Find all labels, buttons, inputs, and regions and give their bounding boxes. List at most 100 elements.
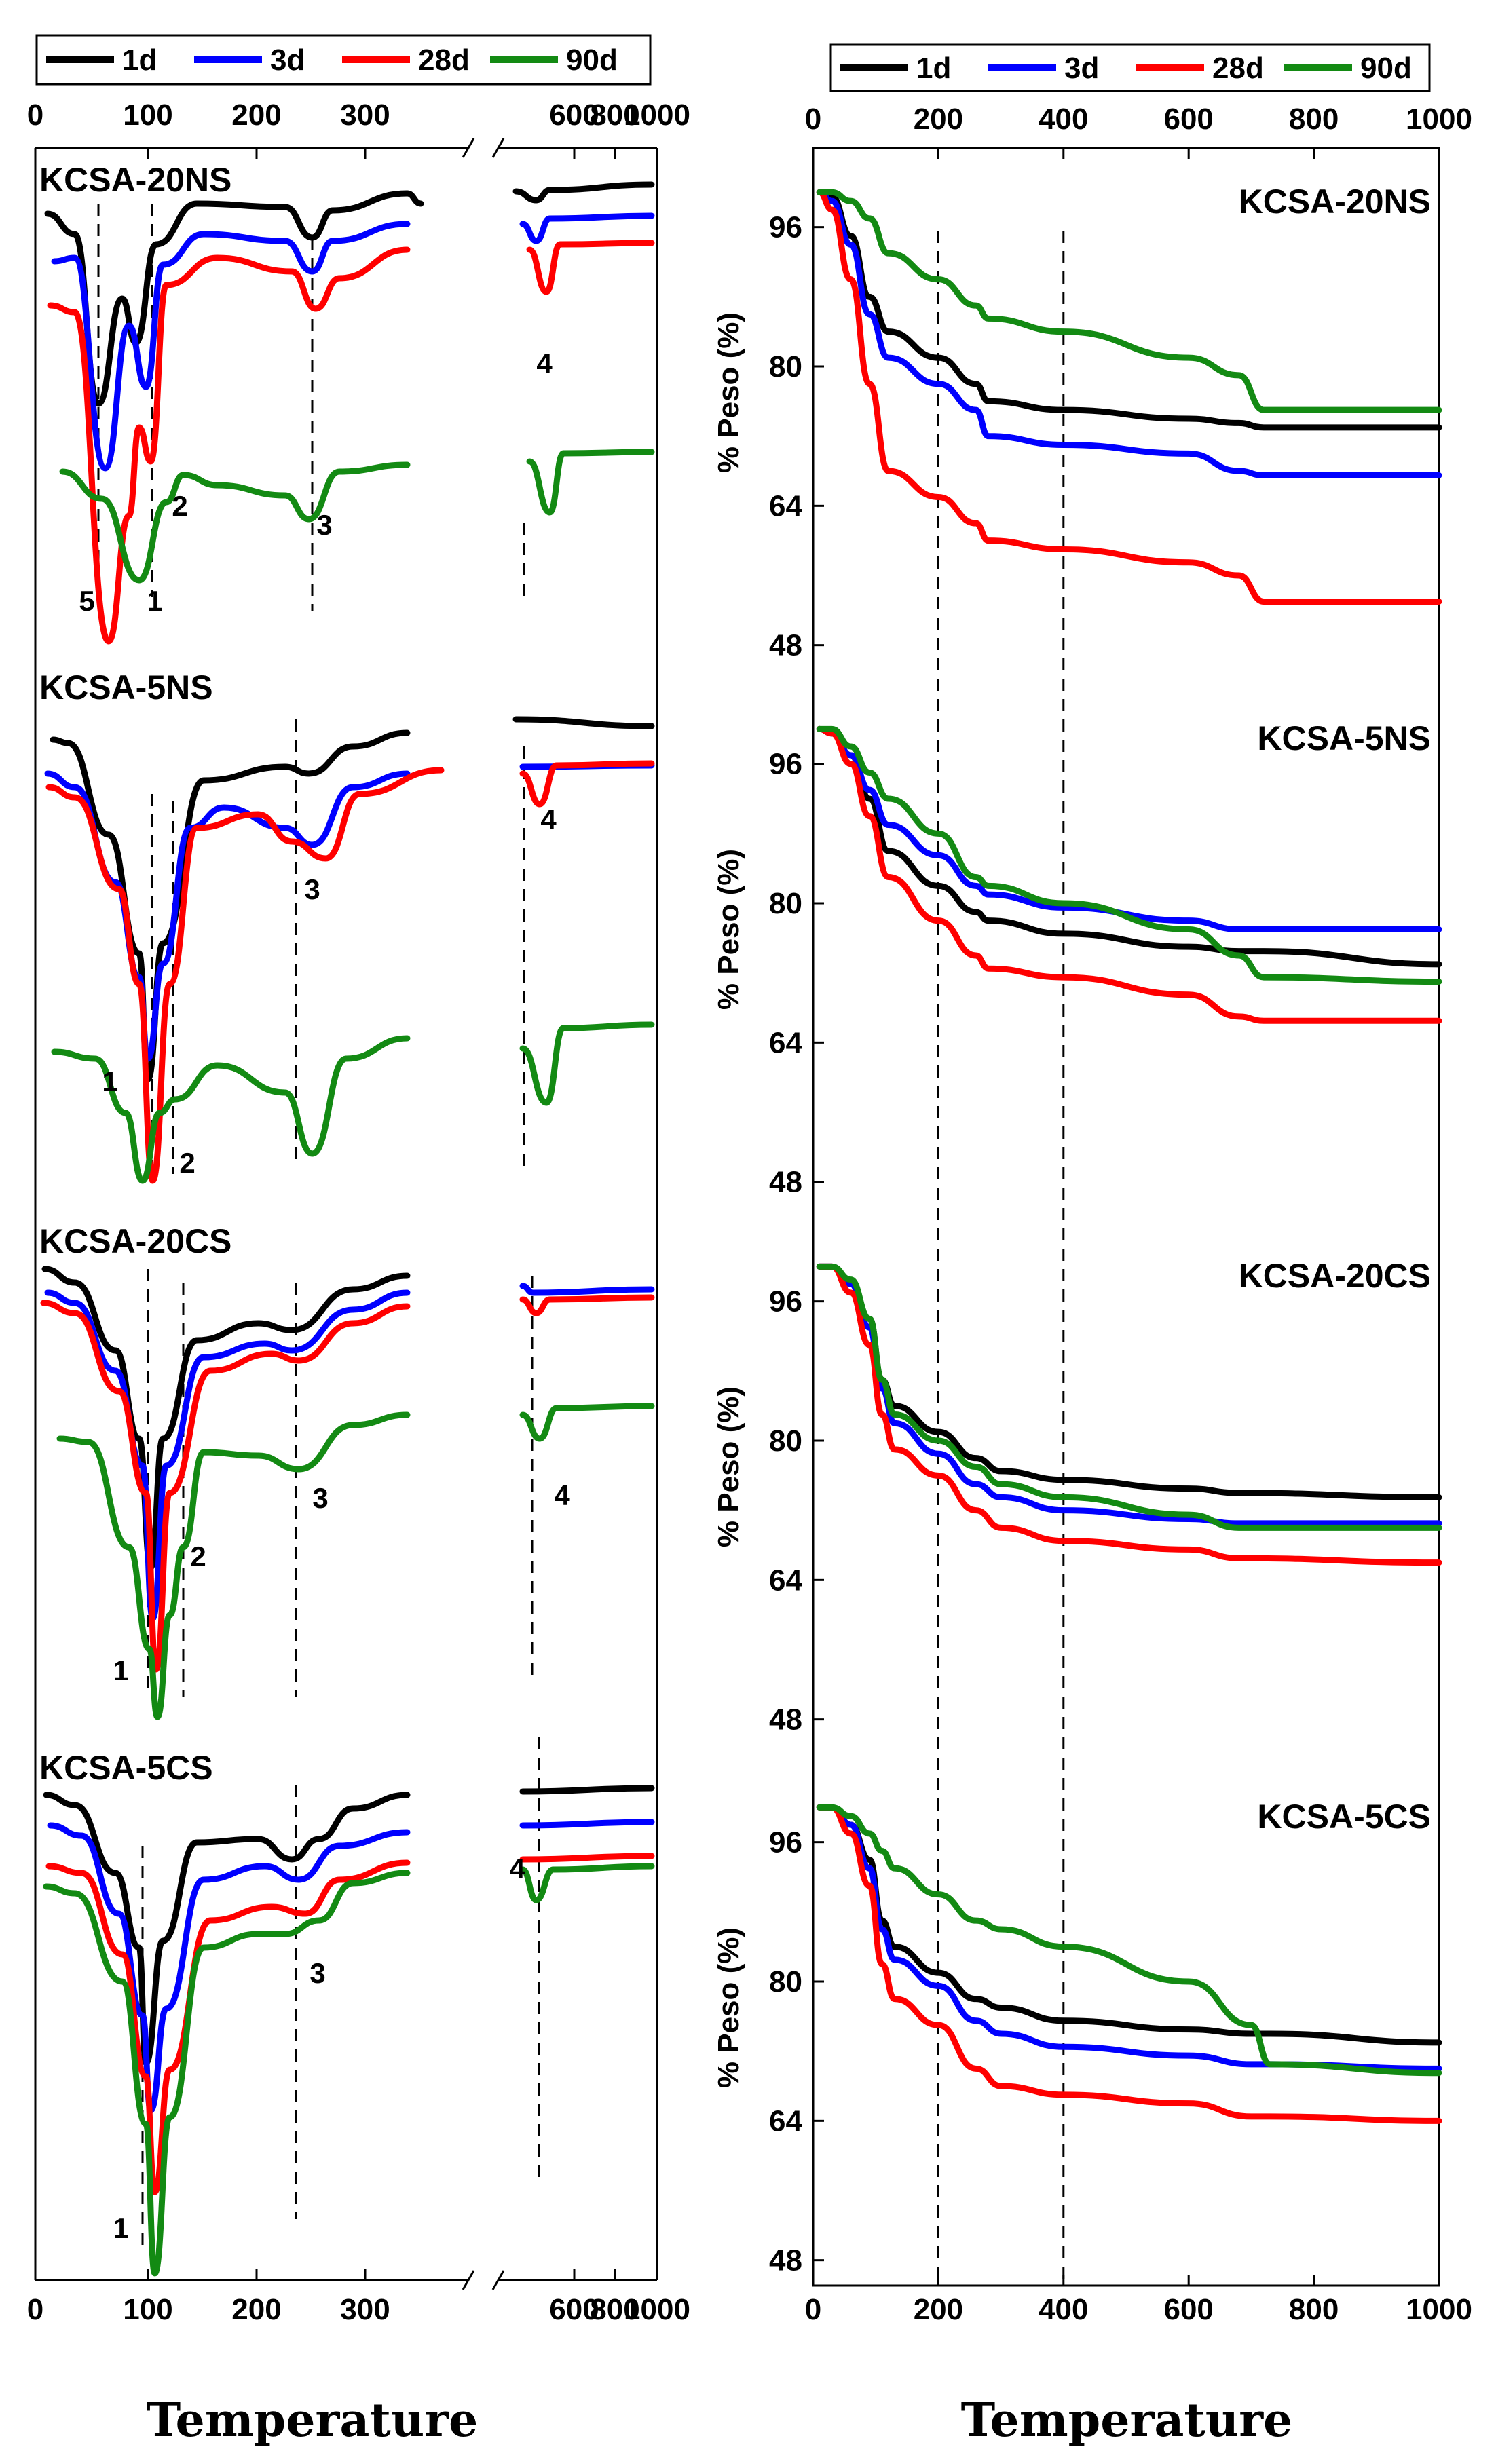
dtg-curve-KCSA-20CS-3d-a bbox=[44, 1289, 411, 1622]
dtg-peak-label: 5 bbox=[79, 585, 94, 617]
dtg-curve-KCSA-20CS-28d-a bbox=[40, 1300, 411, 1673]
tg-x-tick-label-top: 1000 bbox=[1406, 102, 1472, 136]
tg-curve-KCSA-20CS-90d bbox=[816, 1263, 1442, 1531]
tg-x-tick-label-bottom: 600 bbox=[1163, 2293, 1213, 2326]
tg-curve-KCSA-20CS-28d bbox=[816, 1263, 1442, 1566]
dtg-curve-KCSA-20CS-90d-a bbox=[56, 1411, 411, 1720]
dtg-x-label: Temperature bbox=[147, 2393, 479, 2448]
dtg-peak-label: 4 bbox=[540, 803, 557, 835]
dtg-peak-label: 4 bbox=[554, 1479, 570, 1511]
dtg-curve-KCSA-20NS-90d-b bbox=[526, 449, 655, 516]
axis-break-mark bbox=[462, 2270, 475, 2290]
tg-y-tick-label: 80 bbox=[769, 350, 802, 383]
tg-frame bbox=[812, 147, 1440, 2287]
dtg-curve-KCSA-20NS-1d-a bbox=[44, 190, 424, 407]
tg-y-tick-label: 80 bbox=[769, 1965, 802, 1998]
dtg-curve-KCSA-20CS-90d-b bbox=[519, 1403, 655, 1442]
tg-chart: 0 0 200 200 400 400 600 600 800 800 1000 1000 1d 3d 28… bbox=[712, 43, 1472, 2448]
dtg-peak-label: 2 bbox=[172, 490, 187, 522]
tg-curve-KCSA-5NS-28d bbox=[816, 725, 1442, 1024]
tg-y-label-KCSA-5CS: % Peso (%) bbox=[712, 1927, 745, 2088]
dtg-legend-label-1d: 1d bbox=[122, 43, 157, 77]
dtg-peak-label: 2 bbox=[190, 1540, 206, 1572]
dtg-x-tick-label-top: 0 bbox=[27, 98, 43, 132]
tg-y-tick-label: 48 bbox=[769, 1166, 802, 1199]
dtg-curve-KCSA-5NS-28d-a bbox=[45, 767, 445, 1184]
dtg-curve-KCSA-20NS-28d-a bbox=[47, 246, 411, 645]
dtg-curve-KCSA-5CS-90d-b bbox=[519, 1863, 655, 1903]
tg-y-label-KCSA-20CS: % Peso (%) bbox=[712, 1386, 745, 1547]
tg-y-tick-label: 64 bbox=[769, 489, 802, 523]
axis-break-mark bbox=[491, 2270, 505, 2290]
axis-break-mark bbox=[462, 138, 475, 158]
dtg-x-tick-label-top: 600 bbox=[549, 98, 599, 132]
dtg-curve-KCSA-20NS-90d-a bbox=[59, 461, 411, 584]
dtg-x-tick-label-top: 300 bbox=[340, 98, 390, 132]
tg-y-label-KCSA-20NS: % Peso (%) bbox=[712, 312, 745, 473]
dtg-curve-KCSA-5NS-28d-b bbox=[519, 760, 655, 808]
dtg-legend-label-28d: 28d bbox=[418, 43, 470, 77]
tg-x-tick-label-bottom: 0 bbox=[805, 2293, 821, 2326]
tg-curve-KCSA-5CS-90d bbox=[816, 1804, 1442, 2077]
dtg-curve-KCSA-5CS-28d-b bbox=[519, 1853, 655, 1863]
dtg-curve-KCSA-5CS-3d-a bbox=[47, 1822, 411, 2114]
dtg-peak-label: 1 bbox=[113, 1654, 128, 1686]
tg-curve-KCSA-20NS-3d bbox=[816, 189, 1442, 478]
dtg-peak-label: 3 bbox=[312, 1482, 328, 1514]
tg-curve-KCSA-20NS-28d bbox=[816, 189, 1442, 605]
dtg-curve-KCSA-5NS-3d-a bbox=[44, 770, 411, 1062]
dtg-panel-title-KCSA-5CS: KCSA-5CS bbox=[39, 1749, 213, 1787]
dtg-curve-KCSA-20CS-3d-b bbox=[519, 1283, 655, 1296]
tg-curve-KCSA-5NS-3d bbox=[816, 725, 1442, 933]
tg-legend-label-90d: 90d bbox=[1360, 52, 1412, 85]
dtg-x-tick-label-bottom: 300 bbox=[340, 2293, 390, 2326]
dtg-x-tick-label-top: 1000 bbox=[624, 98, 690, 132]
dtg-curve-KCSA-20NS-3d-b bbox=[519, 212, 655, 244]
tg-panel-title-KCSA-20CS: KCSA-20CS bbox=[1239, 1257, 1431, 1295]
tg-y-tick-label: 48 bbox=[769, 629, 802, 662]
dtg-peak-label: 1 bbox=[102, 1065, 117, 1097]
dtg-panel-title-KCSA-5NS: KCSA-5NS bbox=[39, 668, 213, 706]
dtg-curve-KCSA-5CS-90d-a bbox=[43, 1870, 411, 2277]
tg-x-tick-label-top: 400 bbox=[1039, 102, 1088, 136]
tg-y-tick-label: 48 bbox=[769, 2244, 802, 2277]
tg-y-tick-label: 96 bbox=[769, 211, 802, 244]
dtg-peak-label: 3 bbox=[304, 873, 320, 905]
dtg-curve-KCSA-5NS-1d-b bbox=[512, 716, 655, 729]
tg-y-tick-label: 96 bbox=[769, 748, 802, 781]
dtg-x-tick-label-bottom: 200 bbox=[231, 2293, 281, 2326]
dtg-curve-KCSA-20CS-1d-a bbox=[41, 1266, 411, 1571]
tg-x-tick-label-top: 200 bbox=[914, 102, 963, 136]
tg-x-tick-label-top: 600 bbox=[1163, 102, 1213, 136]
tg-x-tick-label-bottom: 400 bbox=[1039, 2293, 1088, 2326]
tg-curve-KCSA-5NS-90d bbox=[816, 725, 1442, 985]
tg-y-tick-label: 64 bbox=[769, 2104, 802, 2138]
dtg-curve-KCSA-5CS-28d-a bbox=[45, 1859, 411, 2195]
tg-legend-label-3d: 3d bbox=[1064, 52, 1099, 85]
dtg-curve-KCSA-5NS-1d-a bbox=[50, 729, 411, 1082]
tg-y-tick-label: 96 bbox=[769, 1826, 802, 1859]
dtg-curve-KCSA-20NS-28d-b bbox=[526, 240, 655, 295]
dtg-curve-KCSA-5CS-3d-b bbox=[519, 1819, 655, 1829]
axis-break-mark bbox=[491, 138, 505, 158]
tg-x-tick-label-top: 0 bbox=[805, 102, 821, 136]
dtg-peak-label: 4 bbox=[536, 347, 553, 379]
tg-x-tick-label-bottom: 800 bbox=[1289, 2293, 1339, 2326]
tg-panel-title-KCSA-5CS: KCSA-5CS bbox=[1257, 1798, 1431, 1836]
dtg-x-tick-label-top: 200 bbox=[231, 98, 281, 132]
tg-y-tick-label: 96 bbox=[769, 1285, 802, 1319]
tg-y-tick-label: 80 bbox=[769, 887, 802, 920]
tg-curve-KCSA-5CS-28d bbox=[816, 1804, 1442, 2124]
dtg-peak-label: 2 bbox=[179, 1147, 195, 1179]
dtg-chart: 0010010020020030030060060080080010001000… bbox=[27, 34, 690, 2448]
dtg-x-tick-label-bottom: 100 bbox=[123, 2293, 172, 2326]
dtg-curve-KCSA-20NS-1d-b bbox=[512, 181, 655, 204]
tg-y-tick-label: 48 bbox=[769, 1703, 802, 1737]
tg-x-tick-label-bottom: 1000 bbox=[1406, 2293, 1472, 2326]
tg-y-tick-label: 64 bbox=[769, 1026, 802, 1059]
tg-y-label-KCSA-5NS: % Peso (%) bbox=[712, 849, 745, 1010]
tg-y-tick-label: 64 bbox=[769, 1563, 802, 1597]
dtg-x-tick-label-bottom: 800 bbox=[590, 2293, 639, 2326]
dtg-legend-label-90d: 90d bbox=[566, 43, 618, 77]
tg-curve-KCSA-20NS-1d bbox=[816, 189, 1442, 431]
